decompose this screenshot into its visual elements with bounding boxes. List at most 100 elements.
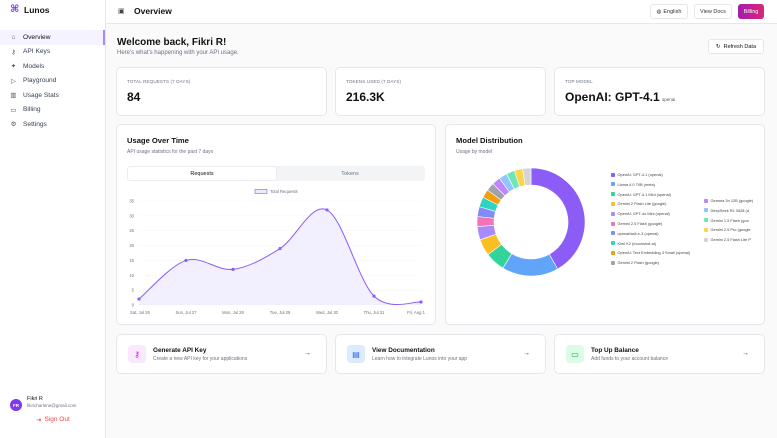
sidebar-nav: ⌂ Overview ⚷ API Keys ✦ Models ▷ Playgro… xyxy=(0,30,105,132)
legend-swatch xyxy=(611,250,615,255)
legend-swatch xyxy=(611,172,615,177)
book-icon: ▤ xyxy=(347,345,365,363)
play-icon: ▷ xyxy=(11,77,16,85)
avatar: FR xyxy=(10,399,22,411)
stat-label: TOP MODEL xyxy=(565,79,593,84)
gear-icon: ⚙ xyxy=(10,121,17,129)
refresh-icon: ↻ xyxy=(715,43,721,50)
legend-swatch xyxy=(611,182,615,187)
sign-out-label: Sign Out xyxy=(44,416,70,423)
legend-swatch xyxy=(704,198,708,203)
sign-out-icon: ⇥ xyxy=(36,417,42,424)
sidebar-item-billing[interactable]: ▭ Billing xyxy=(0,103,105,118)
legend-label: Llama 4.0 70B (meta) xyxy=(617,181,655,187)
legend-label: Kimi K2 (moonshot-ai) xyxy=(617,240,657,246)
legend-item: Gemini 2.5 Flash Lite P xyxy=(704,237,751,242)
arrow-right-icon: → xyxy=(523,350,530,357)
tab-tokens[interactable]: Tokens xyxy=(341,170,359,177)
y-tick-label: 10 xyxy=(129,273,134,278)
language-button[interactable]: ◍ English xyxy=(650,4,688,19)
sidebar-item-api-keys[interactable]: ⚷ API Keys xyxy=(0,45,105,60)
legend-swatch xyxy=(611,221,615,226)
home-icon: ⌂ xyxy=(11,33,16,41)
legend-swatch xyxy=(704,237,708,242)
billing-button[interactable]: Billing xyxy=(738,4,764,19)
tab-requests[interactable]: Requests xyxy=(128,167,276,180)
action-card-view-documentation[interactable]: ▤ View Documentation Learn how to integr… xyxy=(335,334,546,374)
x-tick-label: Mon, Jul 28 xyxy=(222,310,244,315)
sidebar-item-label: Overview xyxy=(23,33,51,41)
legend-swatch xyxy=(611,231,615,236)
x-tick-label: Wed, Jul 30 xyxy=(316,310,339,315)
x-tick-label: Fri, Aug 1 xyxy=(407,310,426,315)
y-tick-label: 20 xyxy=(129,243,134,248)
legend-item: OpenAI: GPT-4.1 (openai) xyxy=(611,172,663,177)
data-point[interactable] xyxy=(184,258,188,263)
page-title: Overview xyxy=(134,6,172,16)
legend-swatch xyxy=(611,192,615,197)
legend-label: OpenAI: GPT-4o Mini (openai) xyxy=(617,211,670,217)
legend-label: Total Requests xyxy=(270,189,298,194)
user-profile[interactable]: FR Fikri R fikricharlene@gmail.com xyxy=(10,396,76,411)
legend-label: Gemini 2 Flash Lite (google) xyxy=(617,201,667,207)
key-icon: ⚷ xyxy=(128,345,146,363)
pie-slice[interactable] xyxy=(522,167,532,186)
sign-out-button[interactable]: ⇥ Sign Out xyxy=(36,416,70,424)
sidebar-item-label: Models xyxy=(23,62,45,70)
sidebar-item-overview[interactable]: ⌂ Overview xyxy=(0,30,105,45)
legend-swatch xyxy=(704,227,708,232)
legend-item: Gemini 2 Flash Lite (google) xyxy=(611,201,666,206)
legend-label: Gemini 2 Flash (google) xyxy=(617,260,660,266)
stat-card-top-model: TOP MODEL OpenAI: GPT-4.1 openai xyxy=(554,67,765,116)
app-logo[interactable]: ⌘ Lunos xyxy=(0,0,105,20)
chart-icon: ▥ xyxy=(10,92,17,100)
sidebar-item-playground[interactable]: ▷ Playground xyxy=(0,74,105,89)
action-card-generate-api-key[interactable]: ⚷ Generate API Key Create a new API key … xyxy=(116,334,327,374)
pie-slice[interactable] xyxy=(530,167,586,270)
user-name: Fikri R xyxy=(27,396,43,402)
legend-swatch xyxy=(611,211,615,216)
legend-item: OpenAI: GPT-4.1 Mini (openai) xyxy=(611,192,671,197)
data-point[interactable] xyxy=(325,208,329,212)
stat-label: TOTAL REQUESTS (7 DAYS) xyxy=(127,79,191,84)
y-tick-label: 5 xyxy=(132,288,135,293)
x-tick-label: Tue, Jul 29 xyxy=(270,310,291,315)
sparkle-icon: ✦ xyxy=(10,63,17,71)
sidebar-item-models[interactable]: ✦ Models xyxy=(0,59,105,74)
legend-label: OpenAI: GPT-4.1 (openai) xyxy=(617,172,663,177)
arrow-right-icon: → xyxy=(304,350,311,357)
data-point[interactable] xyxy=(419,300,423,304)
action-title: Top Up Balance xyxy=(591,347,639,354)
sidebar-item-settings[interactable]: ⚙ Settings xyxy=(0,117,105,132)
stat-value: 84 xyxy=(127,90,141,104)
data-point[interactable] xyxy=(278,246,282,251)
sidebar-item-usage-stats[interactable]: ▥ Usage Stats xyxy=(0,88,105,103)
action-subtitle: Create a new API key for your applicatio… xyxy=(153,356,248,362)
usage-over-time-card: Usage Over Time API usage statistics for… xyxy=(116,124,436,325)
action-card-top-up-balance[interactable]: ▭ Top Up Balance Add funds to your accou… xyxy=(554,334,765,374)
view-docs-button[interactable]: View Docs xyxy=(694,4,732,19)
data-point[interactable] xyxy=(137,297,141,301)
legend-item: Kimi K2 (moonshot-ai) xyxy=(611,241,656,246)
action-title: View Documentation xyxy=(372,347,435,354)
legend-item: Gemma 3n 12B (google) xyxy=(704,198,753,203)
legend-item: Llama 4.0 70B (meta) xyxy=(611,182,655,187)
data-point[interactable] xyxy=(372,294,376,298)
sidebar-toggle-icon[interactable]: ▣ xyxy=(118,8,125,15)
x-tick-label: Sat, Jul 26 xyxy=(130,310,150,315)
stat-label: TOKENS USED (7 DAYS) xyxy=(346,79,402,84)
user-email: fikricharlene@gmail.com xyxy=(27,403,77,408)
refresh-data-button[interactable]: ↻ Refresh Data xyxy=(708,39,764,54)
legend-item: Gemini 1.5 Flash (goo xyxy=(704,218,749,223)
top-model-name: OpenAI: GPT-4.1 xyxy=(565,90,660,104)
legend-swatch xyxy=(704,208,708,213)
usage-line-chart: 0 5 10 15 20 25 30 35 Sat, Jul 26 Sun, Jul 27 Mon,… xyxy=(129,189,426,315)
legend-item: DeepSeek R1 0528 (d xyxy=(704,208,749,213)
legend-label: DeepSeek R1 0528 (d xyxy=(710,207,750,213)
legend-label: OpenAI: GPT-4.1 Mini (openai) xyxy=(617,191,671,197)
pie-slice[interactable] xyxy=(502,253,559,277)
legend-label: Gemma 3n 12B (google) xyxy=(710,198,754,203)
legend-item: Gemini 2.5 Pro (google xyxy=(704,227,751,232)
usage-tabs: Requests Tokens xyxy=(127,166,425,181)
data-point[interactable] xyxy=(231,267,235,271)
